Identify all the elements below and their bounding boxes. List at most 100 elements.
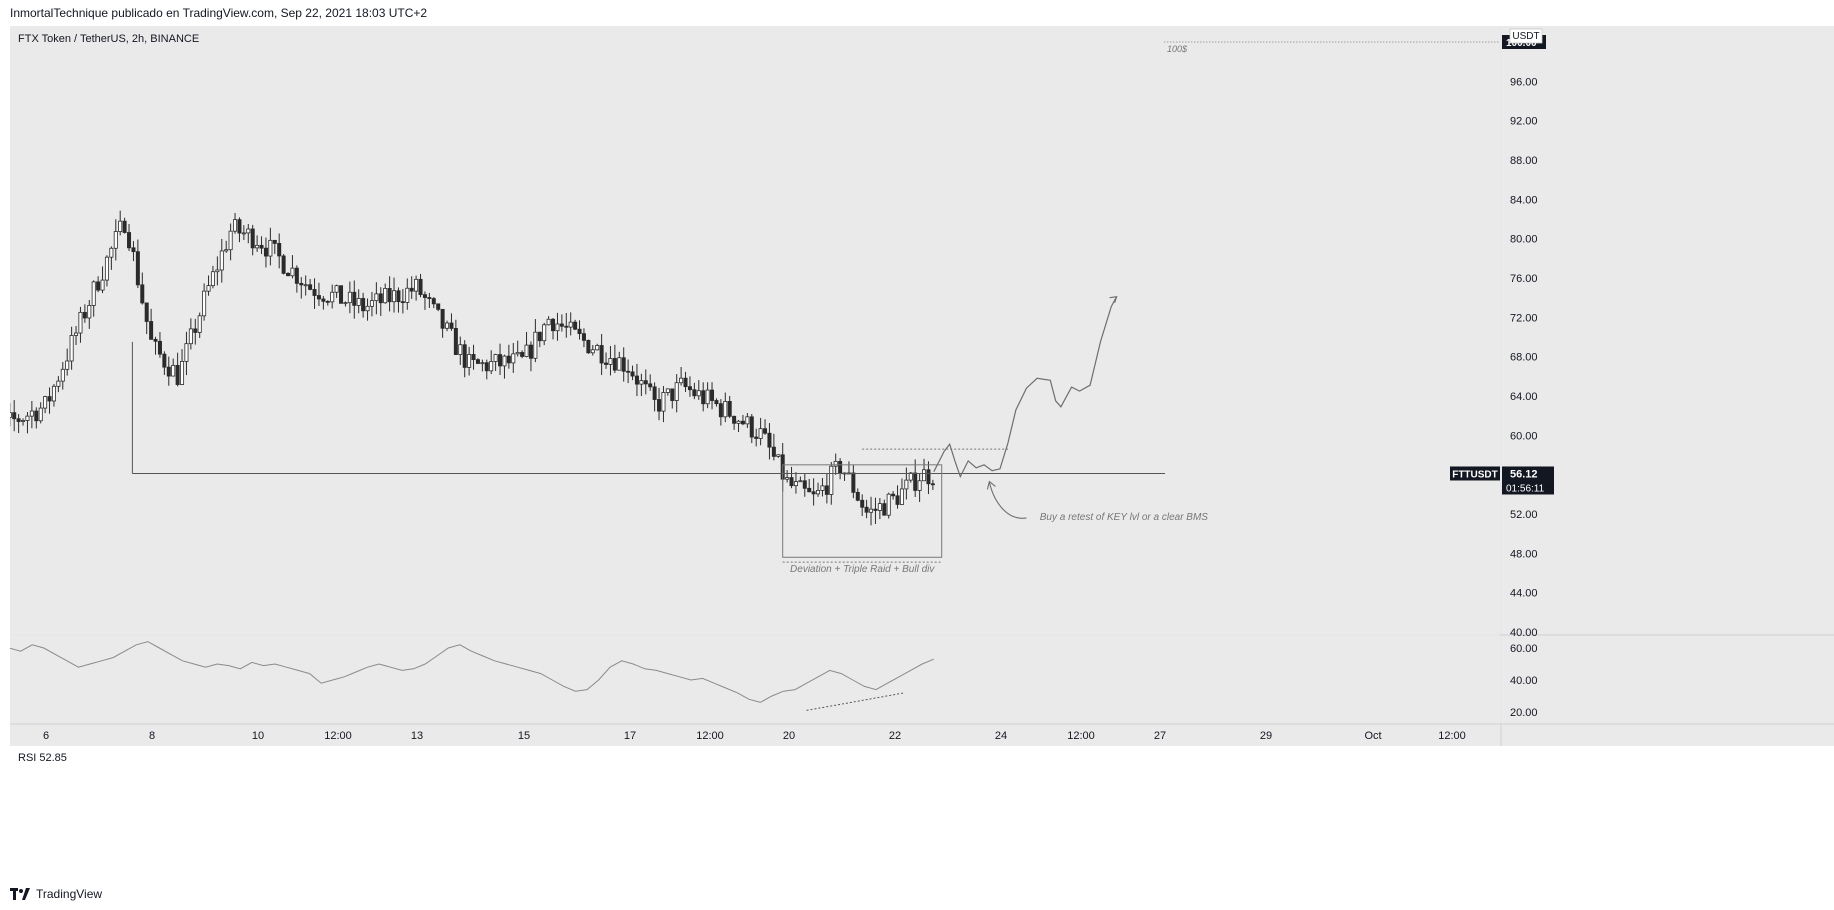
candle-body bbox=[559, 323, 564, 327]
candle-body bbox=[210, 271, 215, 287]
candle-body bbox=[91, 281, 96, 306]
candle-body bbox=[922, 469, 927, 482]
candle-body bbox=[710, 389, 715, 401]
candle-body bbox=[422, 294, 427, 298]
candle-body bbox=[665, 388, 670, 393]
retest-arrow[interactable] bbox=[988, 482, 1027, 519]
price-tick-label: 68.00 bbox=[1510, 352, 1538, 364]
candle-body bbox=[69, 335, 74, 362]
candle-body bbox=[82, 311, 87, 319]
candle-body bbox=[789, 477, 794, 487]
last-price-tag[interactable] bbox=[1502, 466, 1554, 481]
rsi-tick-label: 40.00 bbox=[1510, 675, 1538, 687]
projection-path[interactable] bbox=[933, 296, 1118, 479]
candle-body bbox=[303, 284, 308, 287]
countdown-tag bbox=[1502, 480, 1554, 495]
rsi-line[interactable] bbox=[10, 641, 934, 703]
candle-body bbox=[378, 293, 383, 304]
time-axis-bg bbox=[10, 724, 1834, 746]
candle-body bbox=[604, 362, 609, 365]
candle-body bbox=[595, 345, 600, 351]
candle-body bbox=[237, 219, 242, 234]
time-tick-label: 17 bbox=[624, 730, 636, 742]
candle-body bbox=[511, 353, 516, 364]
candle-body bbox=[930, 483, 935, 486]
candle-body bbox=[171, 364, 176, 377]
candle-body bbox=[369, 300, 374, 307]
rsi-tick-label: 60.00 bbox=[1510, 643, 1538, 655]
rsi-pane-bg bbox=[10, 636, 1500, 724]
candle-body bbox=[599, 345, 604, 364]
time-tick-label: 12:00 bbox=[324, 730, 352, 742]
time-tick-label: 12:00 bbox=[696, 730, 724, 742]
candle-body bbox=[877, 503, 882, 511]
candle-body bbox=[43, 396, 48, 409]
rsi-divergence-line[interactable] bbox=[806, 692, 905, 711]
candle-body bbox=[506, 355, 511, 364]
candle-body bbox=[564, 325, 569, 328]
candle-body bbox=[749, 416, 754, 438]
candle-body bbox=[414, 278, 419, 292]
candle-body bbox=[74, 332, 79, 336]
chart-frame[interactable]: 100.00 96.00 92.00 88.00 84.00 80.00 76.00 72.0… bbox=[10, 26, 1834, 876]
candle-body bbox=[639, 380, 644, 385]
candle-body bbox=[913, 472, 918, 491]
time-tick-label: 12:00 bbox=[1438, 730, 1466, 742]
candle-body bbox=[621, 357, 626, 372]
candle-body bbox=[705, 389, 710, 405]
symbol-tag-bg bbox=[1450, 466, 1500, 481]
symbol-price-tag[interactable]: FTTUSDT bbox=[1450, 466, 1500, 481]
deviation-box[interactable] bbox=[782, 464, 943, 558]
time-tick-label: 8 bbox=[149, 730, 155, 742]
target-label[interactable]: 100$ bbox=[1167, 44, 1188, 54]
main-pane-bg bbox=[10, 26, 1500, 634]
candle-body bbox=[498, 354, 503, 367]
candle-body bbox=[581, 333, 586, 341]
candle-body bbox=[820, 485, 825, 491]
retest-note[interactable]: Buy a retest of KEY lvl or a clear BMS bbox=[1040, 512, 1209, 523]
footer-brand-label: TradingView bbox=[36, 887, 103, 901]
candle-body bbox=[241, 232, 246, 235]
footer-brand[interactable]: TradingView bbox=[10, 884, 102, 904]
candle-body bbox=[197, 315, 202, 333]
price-tick-label: 76.00 bbox=[1510, 273, 1538, 285]
candle-body bbox=[718, 403, 723, 418]
candle-body bbox=[246, 228, 251, 234]
candle-body bbox=[537, 331, 542, 342]
candles[interactable] bbox=[10, 210, 935, 526]
candle-body bbox=[140, 284, 145, 304]
time-tick-label: 29 bbox=[1260, 730, 1272, 742]
candle-body bbox=[776, 454, 781, 457]
candle-body bbox=[316, 295, 321, 300]
candle-body bbox=[325, 300, 330, 303]
candle-body bbox=[714, 400, 719, 405]
retest-arrow-head-icon bbox=[986, 480, 996, 490]
candle-body bbox=[674, 382, 679, 401]
candle-body bbox=[771, 446, 776, 457]
candle-body bbox=[259, 244, 264, 249]
box-note[interactable]: Deviation + Triple Raid + Bull div bbox=[790, 564, 935, 575]
candle-body bbox=[352, 291, 357, 306]
price-tick-label: 88.00 bbox=[1510, 155, 1538, 167]
candle-body bbox=[109, 247, 114, 258]
candle-body bbox=[908, 472, 913, 481]
candle-body bbox=[652, 386, 657, 400]
candle-body bbox=[427, 297, 432, 299]
currency-label: USDT bbox=[1512, 31, 1539, 42]
candle-body bbox=[449, 322, 454, 329]
currency-button[interactable] bbox=[1509, 28, 1543, 44]
rsi-legend[interactable]: RSI 52.85 bbox=[18, 752, 67, 764]
candle-body bbox=[330, 291, 335, 303]
candle-body bbox=[149, 321, 154, 340]
candle-body bbox=[577, 328, 582, 335]
candle-body bbox=[869, 508, 874, 513]
candle-body bbox=[118, 220, 123, 232]
candle-body bbox=[732, 415, 737, 424]
price-tick-label: 40.00 bbox=[1510, 627, 1538, 639]
chart-canvas[interactable]: 100.00 96.00 92.00 88.00 84.00 80.00 76.00 72.0… bbox=[10, 26, 1834, 876]
candle-body bbox=[586, 339, 591, 354]
symbol-title[interactable]: FTX Token / TetherUS, 2h, BINANCE bbox=[18, 33, 200, 45]
candle-body bbox=[763, 428, 768, 434]
time-tick-label: Oct bbox=[1364, 730, 1381, 742]
projection-arrow-icon bbox=[1109, 295, 1118, 303]
